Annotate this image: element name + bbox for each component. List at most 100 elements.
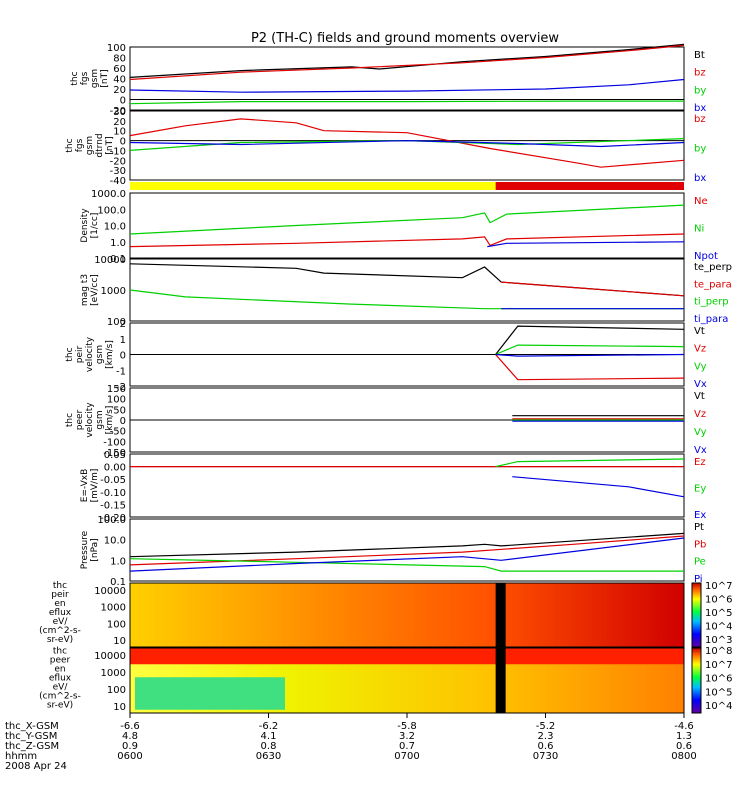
panel-region_bar (130, 182, 684, 190)
y-tick-label: -0.15 (100, 500, 126, 511)
colorbar-tick-label: 10^7 (705, 581, 732, 592)
y-axis-label-line: [eV/cc] (90, 274, 100, 306)
colorbar (691, 647, 702, 714)
legend-by: by (694, 85, 706, 96)
y-axis-label: thc peir en eflux eV/(cm^2-s-sr-eV) (39, 581, 81, 645)
x-tick-label: -5.2 (536, 721, 556, 732)
y-tick-label: -30 (110, 166, 126, 177)
x-tick-label: 0.9 (122, 741, 138, 752)
y-tick-label: 60 (113, 64, 126, 75)
y-axis-label-line: eV/ (53, 617, 69, 627)
y-axis-label-line: gsm (90, 69, 100, 88)
x-tick-label: 4.8 (122, 731, 138, 742)
y-tick-label: 1000.0 (91, 189, 126, 200)
legend-ti_perp: ti_perp (694, 297, 729, 308)
y-tick-label: 20 (113, 85, 126, 96)
heatmap-high-band (130, 648, 684, 665)
series-line-Ne (129, 233, 685, 248)
y-axis-label-line: (cm^2-s- (39, 626, 81, 636)
y-axis-label-line: thc (53, 581, 67, 591)
x-tick-label: 3.2 (399, 731, 415, 742)
y-tick-label: -10 (110, 146, 126, 157)
y-tick-label: -20 (110, 156, 126, 167)
panel-frame (129, 110, 685, 181)
date-label: 2008 Apr 24 (5, 761, 67, 772)
y-axis-label-line: gsm (95, 410, 105, 429)
colorbar-tick-label: 10^7 (705, 660, 732, 671)
y-axis-label-line: en (54, 599, 65, 609)
series-line-by (129, 100, 684, 105)
y-axis-label-line: [km/s] (105, 340, 115, 369)
y-tick-label: 30 (113, 107, 126, 118)
x-tick-label: 0600 (117, 751, 142, 762)
y-tick-label: 10 (113, 702, 126, 713)
y-axis-label-line: peir (75, 345, 85, 363)
series-line-Vt (495, 325, 685, 355)
y-tick-label: 1000 (101, 668, 126, 679)
x-tick-label: -5.8 (397, 721, 417, 732)
legend-bz: bz (694, 68, 706, 79)
y-axis-label-line: eflux (49, 674, 72, 684)
legend-Ey: Ey (694, 484, 706, 495)
heatmap-field (130, 583, 684, 647)
y-axis-label-line: [nPa] (90, 538, 100, 561)
colorbar-tick-label: 10^5 (705, 687, 732, 698)
series-line-Pt (129, 532, 685, 558)
legend-Ex: Ex (694, 510, 706, 521)
y-axis-label-line: [km/s] (105, 406, 115, 435)
series-line-te_para (501, 281, 685, 297)
heatmap-low-patch (135, 677, 285, 710)
y-tick-label: 100 (107, 317, 126, 328)
legend-Vx: Vx (694, 445, 707, 456)
legend-bx: bx (694, 103, 706, 114)
panel-peir_velocity: 2 1 0 -1 -2 thc peir velocity gsm [km/s] Vt Vz Vy Vx (65, 319, 707, 393)
series-line-Ey (495, 458, 685, 468)
series-line-bx (129, 139, 685, 148)
y-tick-label: 20 (113, 117, 126, 128)
series-line-bx (129, 78, 685, 93)
colorbar-tick-label: 10^6 (705, 595, 732, 606)
legend-te_para: te_para (694, 279, 732, 290)
y-axis-label-line: sr-eV) (47, 635, 73, 645)
colorbar-tick-label: 10^5 (705, 608, 732, 619)
y-axis-label-line: fgs (80, 71, 90, 85)
y-axis-label-line: Pressure (80, 530, 90, 569)
y-axis-label-line: Density (80, 208, 90, 243)
y-tick-label: 10.0 (104, 222, 126, 233)
y-axis-label-line: velocity (85, 402, 95, 438)
y-tick-label: 10 (113, 127, 126, 138)
series-line-Vy (495, 344, 685, 356)
series-line-bz (129, 118, 685, 168)
y-tick-label: 100.0 (97, 205, 126, 216)
legend-Pi: Pi (694, 574, 703, 585)
colorbar (691, 582, 702, 648)
y-tick-label: 10000 (94, 586, 126, 597)
x-row-label: thc_X-GSM (5, 721, 59, 732)
y-axis-label-line: thc (53, 647, 67, 657)
x-tick-label: 0.6 (538, 741, 554, 752)
panel-pressure: 100.0 10.0 1.0 0.1 Pressure [nPa] Pt Pb Pe Pi (80, 515, 706, 588)
series-line-Vz (495, 354, 685, 381)
colorbar-tick-label: 10^3 (705, 635, 732, 646)
legend-Vy: Vy (694, 361, 707, 372)
legend-Vt: Vt (694, 391, 705, 402)
colorbar-tick-label: 10^6 (705, 674, 732, 685)
chart-title: P2 (TH-C) fields and ground moments over… (251, 31, 559, 46)
y-tick-label: -100 (103, 437, 126, 448)
y-tick-label: 100 (107, 395, 126, 406)
x-tick-label: 0630 (256, 751, 281, 762)
x-tick-label: -4.6 (674, 721, 694, 732)
y-axis-label-line: sr-eV) (47, 701, 73, 711)
legend-bz: bz (694, 114, 706, 125)
x-tick-label: 1.3 (676, 731, 692, 742)
series-line-bz (129, 44, 685, 81)
series-line-Pi (129, 537, 685, 572)
x-tick-label: 0.7 (399, 741, 415, 752)
legend-Ez: Ez (694, 457, 706, 468)
series-line-Npot (487, 241, 685, 248)
